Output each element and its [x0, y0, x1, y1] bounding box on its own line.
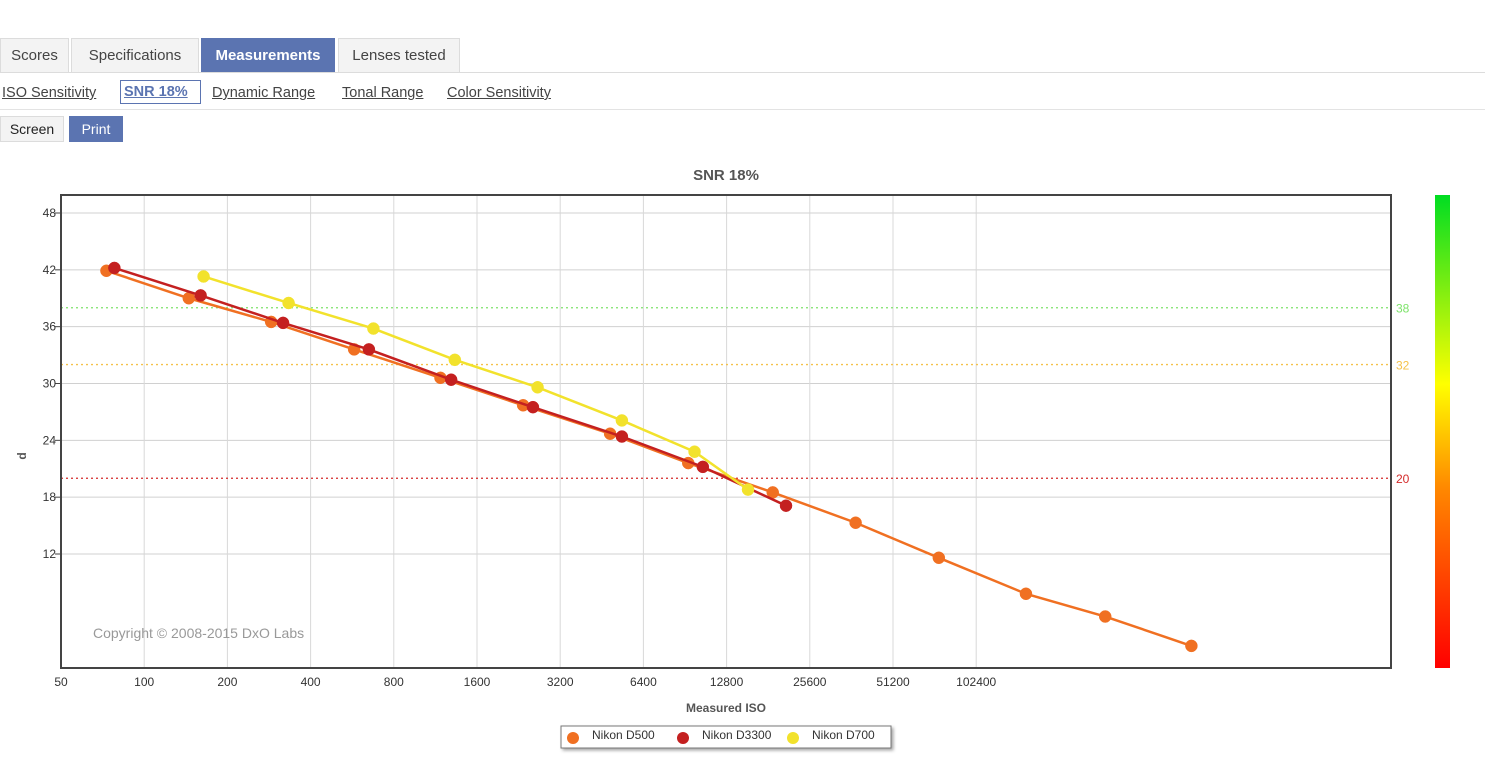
- x-axis-label: Measured ISO: [686, 701, 766, 715]
- y-tick-label: 36: [43, 320, 57, 334]
- y-tick-label: 12: [43, 547, 57, 561]
- legend-marker-nikon-d3300: [677, 732, 689, 744]
- y-tick-label: 24: [43, 433, 57, 447]
- data-point-nikon-d700: [615, 414, 629, 427]
- subtab-snr-18[interactable]: SNR 18%: [120, 80, 201, 104]
- data-point-nikon-d500: [1098, 610, 1112, 623]
- tab-measurements[interactable]: Measurements: [201, 38, 335, 72]
- legend-box: [560, 725, 892, 749]
- chart-title: SNR 18%: [693, 167, 759, 184]
- data-point-nikon-d3300: [362, 343, 376, 356]
- data-point-nikon-d700: [197, 270, 210, 283]
- x-tick-label: 800: [384, 675, 404, 689]
- x-tick-label: 12800: [710, 675, 744, 689]
- data-point-nikon-d3300: [276, 316, 290, 330]
- tab-bar-divider: [0, 72, 1485, 73]
- x-tick-label: 50: [54, 675, 68, 689]
- data-point-nikon-d700: [367, 322, 380, 335]
- data-point-nikon-d700: [688, 445, 701, 458]
- color-scale-bar: [1435, 195, 1450, 668]
- y-tick-label: 48: [43, 206, 57, 220]
- legend-marker-nikon-d700: [787, 732, 799, 744]
- x-tick-label: 25600: [793, 675, 827, 689]
- print-mode-button[interactable]: Print: [69, 116, 123, 142]
- data-point-nikon-d700: [741, 483, 755, 496]
- subtab-iso-sensitivity[interactable]: ISO Sensitivity: [2, 85, 97, 101]
- x-tick-label: 1600: [464, 675, 491, 689]
- tab-lenses-tested[interactable]: Lenses tested: [338, 38, 460, 72]
- reference-label-32: 32: [1396, 359, 1410, 373]
- y-axis-label: d: [15, 452, 29, 459]
- x-tick-label: 51200: [876, 675, 910, 689]
- data-point-nikon-d3300: [444, 373, 458, 386]
- series-line-nikon-d3300: [113, 266, 787, 507]
- data-point-nikon-d500: [1185, 639, 1198, 653]
- x-tick-label: 3200: [547, 675, 574, 689]
- legend: Nikon D500 Nikon D3300 Nikon D700: [560, 725, 892, 749]
- series-line-nikon-d700: [203, 275, 749, 491]
- legend-marker-nikon-d500: [567, 732, 579, 744]
- subtab-tonal-range[interactable]: Tonal Range: [342, 85, 424, 101]
- tab-scores[interactable]: Scores: [0, 38, 69, 72]
- data-point-nikon-d500: [849, 516, 862, 529]
- data-point-nikon-d3300: [615, 430, 629, 443]
- x-tick-label: 102400: [956, 675, 996, 689]
- y-tick-label: 30: [43, 377, 57, 391]
- y-tick-label: 18: [43, 490, 57, 504]
- x-tick-label: 400: [301, 675, 321, 689]
- x-tick-label: 100: [134, 675, 154, 689]
- x-tick-label: 6400: [630, 675, 657, 689]
- copyright-label: Copyright © 2008-2015 DxO Labs: [93, 625, 304, 641]
- data-point-nikon-d3300: [108, 261, 121, 275]
- measurement-subtab-bar: ISO Sensitivity SNR 18% Dynamic Range To…: [0, 80, 1485, 110]
- data-point-nikon-d700: [282, 296, 295, 310]
- data-point-nikon-d500: [1019, 587, 1033, 601]
- x-tick-label: 200: [217, 675, 237, 689]
- subtab-dynamic-range[interactable]: Dynamic Range: [212, 85, 316, 101]
- legend-label-nikon-d500: Nikon D500: [592, 728, 655, 742]
- data-point-nikon-d500: [932, 551, 946, 565]
- plot-frame: [60, 194, 1392, 669]
- legend-label-nikon-d700: Nikon D700: [812, 728, 875, 742]
- data-point-nikon-d3300: [526, 400, 540, 414]
- subtab-color-sensitivity[interactable]: Color Sensitivity: [447, 85, 551, 101]
- data-point-nikon-d3300: [194, 289, 207, 302]
- primary-tab-bar: Scores Specifications Measurements Lense…: [0, 38, 1485, 73]
- reference-label-20: 20: [1396, 472, 1410, 486]
- tab-specifications[interactable]: Specifications: [71, 38, 199, 72]
- legend-label-nikon-d3300: Nikon D3300: [702, 728, 772, 742]
- data-point-nikon-d700: [531, 381, 544, 394]
- y-tick-label: 42: [43, 263, 57, 277]
- data-point-nikon-d3300: [779, 499, 793, 512]
- subtab-divider: [0, 109, 1485, 110]
- data-point-nikon-d3300: [696, 460, 710, 474]
- data-point-nikon-d700: [448, 353, 462, 367]
- reference-label-38: 38: [1396, 302, 1410, 316]
- screen-mode-button[interactable]: Screen: [0, 116, 64, 142]
